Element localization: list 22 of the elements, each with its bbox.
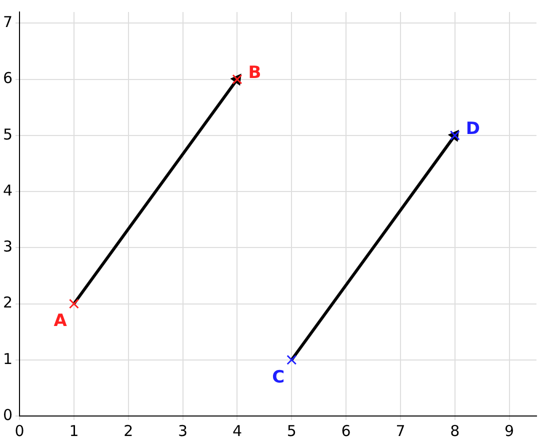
x-tick-label: 8 [450,422,460,440]
x-tick-label: 3 [178,422,188,440]
y-tick-label: 5 [2,125,13,144]
y-tick-label: 7 [2,13,13,32]
y-tick-label: 3 [2,238,13,256]
y-tick-label: 4 [2,181,13,200]
x-tick-label: 2 [124,422,134,440]
y-tick-label: 2 [2,294,13,312]
x-tick-label: 7 [396,422,406,440]
x-tick-label: 4 [232,422,242,440]
annotation: B [248,62,262,83]
x-tick-label: 6 [341,422,351,440]
x-tick-label: 9 [504,422,514,440]
y-tick-label: 1 [2,350,13,368]
x-tick-label: 1 [69,422,79,440]
annotation: D [466,118,480,139]
x-tick-label: 0 [14,422,24,440]
y-tick-label: 6 [2,69,13,88]
annotation: A [54,311,68,332]
x-tick-label: 5 [286,422,296,440]
annotation: C [272,367,285,388]
y-tick-label: 0 [2,406,13,424]
